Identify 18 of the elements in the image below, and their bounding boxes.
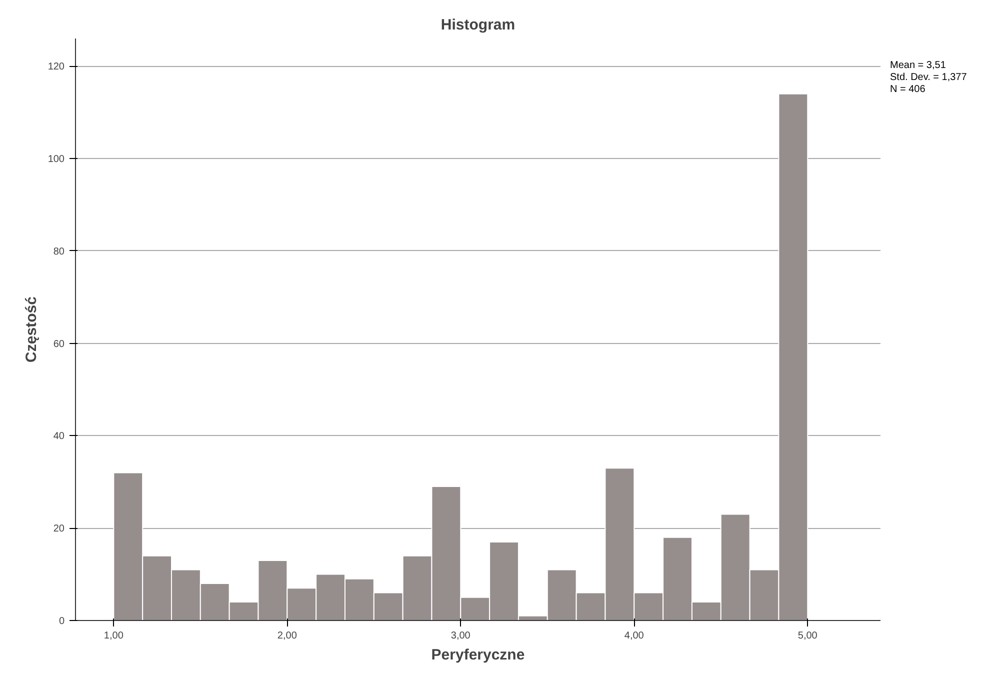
x-tick-label: 1,00 xyxy=(104,630,124,642)
chart-title: Histogram xyxy=(440,16,516,34)
y-tick-label: 0 xyxy=(58,616,65,627)
y-tick-label: 20 xyxy=(53,524,65,535)
y-tick-label: 40 xyxy=(53,431,65,442)
y-tick-label: 80 xyxy=(53,246,65,258)
y-tick-label: 120 xyxy=(48,62,65,73)
x-axis-title: Peryferyczne xyxy=(431,646,525,664)
text: Std. Dev. = 1,377 xyxy=(890,72,967,84)
y-tick-label: 60 xyxy=(53,338,65,350)
y-tick-label: 100 xyxy=(48,154,65,166)
text: Mean = 3,51 xyxy=(890,60,946,72)
x-tick-label: 5,00 xyxy=(798,630,818,642)
y-axis-title: Częstość xyxy=(22,296,40,362)
text: N = 406 xyxy=(890,84,926,96)
x-tick-label: 2,00 xyxy=(277,630,298,642)
x-tick-label: 3,00 xyxy=(450,630,471,642)
x-tick-label: 4,00 xyxy=(624,630,644,642)
